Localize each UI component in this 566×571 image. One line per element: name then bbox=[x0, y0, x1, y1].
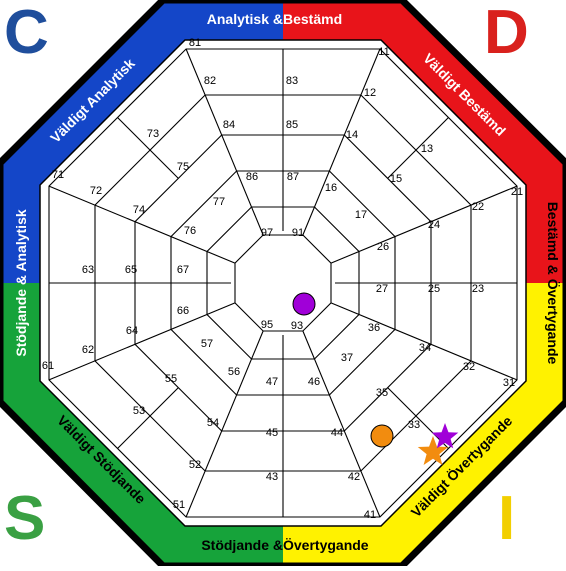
cell-number-63: 63 bbox=[82, 264, 94, 276]
web-mid-spoke bbox=[387, 117, 449, 179]
cell-number-23: 23 bbox=[472, 283, 484, 295]
web-spoke bbox=[48, 302, 236, 381]
cell-number-67: 67 bbox=[177, 264, 189, 276]
cell-number-64: 64 bbox=[126, 325, 138, 337]
cell-number-66: 66 bbox=[177, 305, 189, 317]
cell-number-75: 75 bbox=[177, 161, 189, 173]
cell-number-72: 72 bbox=[90, 185, 102, 197]
cell-numbers: 81 82 83 84 85 86 87 11 12 13 14 15 16 17 71 72 73 74 75 76… bbox=[42, 37, 523, 521]
cell-number-31: 31 bbox=[503, 377, 515, 389]
web-mid-spoke bbox=[387, 387, 449, 449]
band-blue-fill bbox=[0, 0, 283, 283]
orange-circle-marker bbox=[370, 424, 394, 448]
cell-number-85: 85 bbox=[286, 119, 298, 131]
cell-number-95: 95 bbox=[261, 319, 273, 331]
cell-number-44: 44 bbox=[331, 427, 343, 439]
cell-number-55: 55 bbox=[165, 373, 177, 385]
cell-number-61: 61 bbox=[42, 360, 54, 372]
cell-number-42: 42 bbox=[348, 471, 360, 483]
cell-number-93: 93 bbox=[291, 320, 303, 332]
cell-number-32: 32 bbox=[463, 361, 475, 373]
cell-number-52: 52 bbox=[189, 459, 201, 471]
edge-label-left: Stödjande & Analytisk bbox=[13, 209, 29, 357]
purple-star-marker bbox=[431, 423, 459, 449]
web-spoke bbox=[185, 48, 264, 236]
web-spoke bbox=[302, 48, 381, 236]
corner-letter-c: C bbox=[4, 0, 49, 67]
cell-number-71: 71 bbox=[52, 169, 64, 181]
cell-number-43: 43 bbox=[266, 471, 278, 483]
cell-number-25: 25 bbox=[428, 283, 440, 295]
cell-number-16: 16 bbox=[325, 182, 337, 194]
cell-number-91: 91 bbox=[292, 227, 304, 239]
web-spoke bbox=[185, 330, 264, 518]
cell-number-21: 21 bbox=[511, 186, 523, 198]
cell-number-51: 51 bbox=[173, 499, 185, 511]
cell-number-12: 12 bbox=[364, 87, 376, 99]
cell-number-56: 56 bbox=[228, 366, 240, 378]
cell-number-54: 54 bbox=[207, 417, 219, 429]
cell-number-27: 27 bbox=[376, 283, 388, 295]
cell-number-57: 57 bbox=[201, 338, 213, 350]
edge-label-bottom-green: Stödjande & bbox=[201, 537, 283, 553]
cell-number-35: 35 bbox=[376, 387, 388, 399]
cell-number-62: 62 bbox=[82, 344, 94, 356]
cell-number-47: 47 bbox=[266, 376, 278, 388]
cell-number-24: 24 bbox=[428, 219, 440, 231]
cell-number-82: 82 bbox=[204, 75, 216, 87]
edge-label-top-blue: Analytisk & bbox=[207, 11, 283, 27]
edge-label-right: Bestämd & Övertygande bbox=[545, 202, 561, 365]
web-mid-spoke bbox=[117, 117, 179, 179]
cell-number-53: 53 bbox=[133, 405, 145, 417]
cell-number-65: 65 bbox=[125, 264, 137, 276]
cell-number-97: 97 bbox=[261, 227, 273, 239]
band-green bbox=[0, 283, 283, 566]
cell-number-77: 77 bbox=[213, 196, 225, 208]
band-yellow bbox=[283, 283, 566, 566]
cell-number-46: 46 bbox=[308, 376, 320, 388]
web-spoke bbox=[302, 330, 381, 518]
orange-star-marker bbox=[417, 436, 449, 465]
cell-number-81: 81 bbox=[189, 37, 201, 49]
corner-letter-d: D bbox=[484, 0, 529, 67]
cell-number-45: 45 bbox=[266, 427, 278, 439]
cell-number-83: 83 bbox=[286, 75, 298, 87]
edge-label-bottom-yellow: Övertygande bbox=[283, 537, 369, 553]
corner-letter-i: I bbox=[498, 484, 516, 553]
cell-number-73: 73 bbox=[147, 128, 159, 140]
cell-number-37: 37 bbox=[341, 352, 353, 364]
band-red bbox=[283, 0, 566, 283]
cell-number-36: 36 bbox=[368, 322, 380, 334]
cell-number-87: 87 bbox=[287, 171, 299, 183]
purple-circle-marker bbox=[292, 292, 316, 316]
web-mid-spoke bbox=[117, 387, 179, 449]
cell-number-33: 33 bbox=[408, 419, 420, 431]
cell-number-11: 11 bbox=[378, 46, 389, 58]
web-lines bbox=[48, 48, 518, 518]
cell-number-86: 86 bbox=[246, 171, 258, 183]
cell-number-22: 22 bbox=[472, 201, 484, 213]
cell-number-14: 14 bbox=[346, 129, 358, 141]
cell-number-26: 26 bbox=[377, 241, 389, 253]
cell-number-76: 76 bbox=[184, 225, 196, 237]
cell-number-15: 15 bbox=[390, 173, 402, 185]
cell-number-34: 34 bbox=[419, 342, 431, 354]
web-spoke bbox=[330, 302, 518, 381]
edge-label-top-red: Bestämd bbox=[283, 11, 342, 27]
corner-letter-s: S bbox=[4, 484, 46, 553]
cell-number-84: 84 bbox=[223, 119, 235, 131]
cell-number-74: 74 bbox=[133, 204, 145, 216]
web-spoke bbox=[48, 185, 236, 264]
cell-number-17: 17 bbox=[355, 209, 367, 221]
cell-number-41: 41 bbox=[364, 509, 376, 521]
cell-number-13: 13 bbox=[421, 143, 433, 155]
web-spoke bbox=[330, 185, 518, 264]
